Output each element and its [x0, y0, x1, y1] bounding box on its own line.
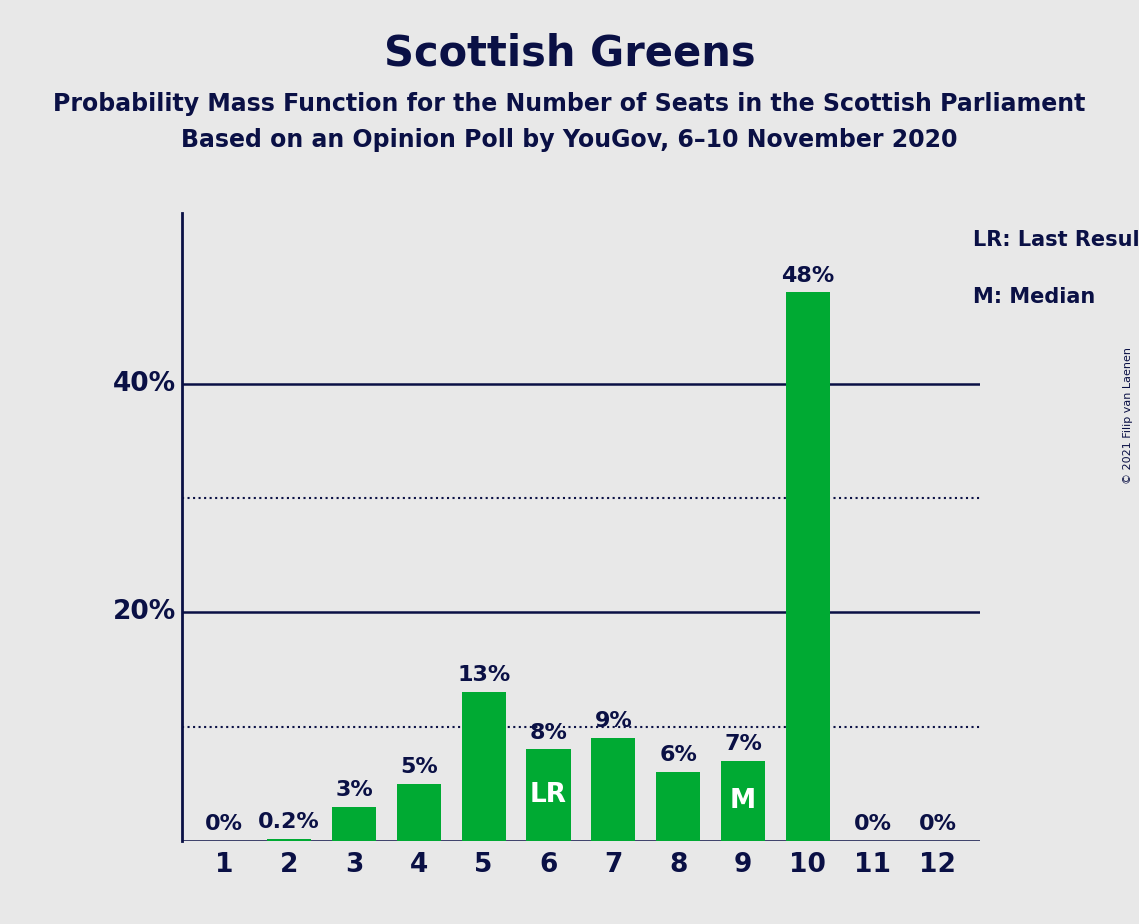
Text: Probability Mass Function for the Number of Seats in the Scottish Parliament: Probability Mass Function for the Number…	[54, 92, 1085, 116]
Text: 9%: 9%	[595, 711, 632, 731]
Bar	[268, 839, 311, 841]
Text: 48%: 48%	[781, 265, 835, 286]
Text: 8%: 8%	[530, 723, 567, 743]
Text: M: Median: M: Median	[973, 286, 1096, 307]
Text: Scottish Greens: Scottish Greens	[384, 32, 755, 74]
Text: 6%: 6%	[659, 746, 697, 765]
Text: 0%: 0%	[853, 814, 892, 834]
Text: © 2021 Filip van Laenen: © 2021 Filip van Laenen	[1123, 347, 1133, 484]
Text: 0%: 0%	[205, 814, 244, 834]
Bar	[786, 293, 830, 841]
Bar	[721, 760, 765, 841]
Bar	[331, 807, 376, 841]
Text: Based on an Opinion Poll by YouGov, 6–10 November 2020: Based on an Opinion Poll by YouGov, 6–10…	[181, 128, 958, 152]
Bar	[461, 692, 506, 841]
Bar	[591, 738, 636, 841]
Text: 0.2%: 0.2%	[259, 811, 320, 832]
Bar	[526, 749, 571, 841]
Bar	[656, 772, 700, 841]
Text: 7%: 7%	[724, 734, 762, 754]
Text: 13%: 13%	[457, 665, 510, 686]
Text: LR: Last Result: LR: Last Result	[973, 230, 1139, 249]
Text: 5%: 5%	[400, 757, 437, 777]
Bar	[396, 784, 441, 841]
Text: 20%: 20%	[113, 600, 175, 626]
Text: 0%: 0%	[918, 814, 957, 834]
Text: M: M	[730, 788, 756, 814]
Text: LR: LR	[530, 782, 567, 808]
Text: 40%: 40%	[113, 371, 175, 397]
Text: 3%: 3%	[335, 780, 372, 799]
